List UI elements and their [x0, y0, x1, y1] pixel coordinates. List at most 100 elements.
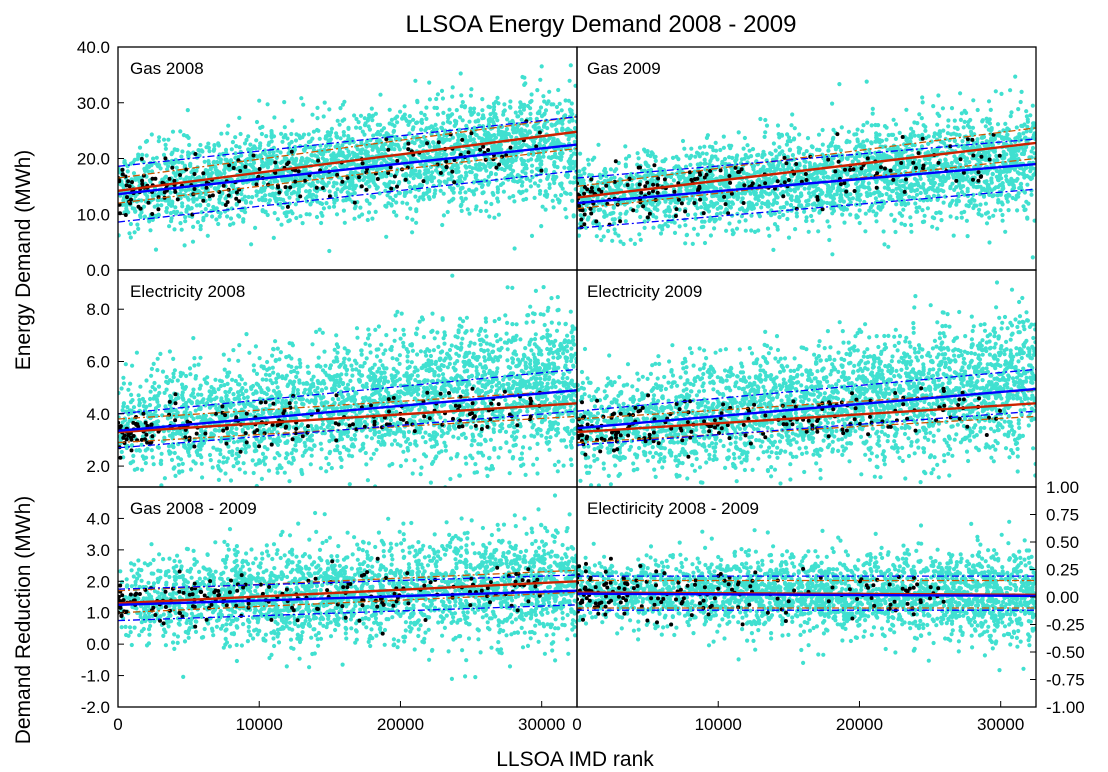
- cloud-point: [863, 211, 868, 216]
- sample-point: [225, 200, 230, 205]
- sample-point: [288, 185, 293, 190]
- sample-point: [460, 137, 465, 142]
- cloud-point: [164, 209, 169, 214]
- cloud-point: [239, 191, 244, 197]
- cloud-point: [856, 159, 861, 164]
- cloud-point: [191, 196, 196, 201]
- cloud-point: [502, 102, 507, 107]
- cloud-point: [571, 151, 576, 156]
- cloud-point: [219, 131, 224, 136]
- cloud-point: [682, 146, 687, 151]
- cloud-point: [155, 203, 160, 208]
- cloud-point: [132, 230, 137, 235]
- cloud-point: [154, 213, 159, 218]
- sample-point: [172, 178, 177, 183]
- cloud-point: [513, 110, 518, 115]
- cloud-point: [1004, 196, 1009, 201]
- cloud-point: [1020, 123, 1025, 129]
- cloud-point: [941, 128, 946, 133]
- cloud-point: [479, 139, 484, 144]
- cloud-point: [921, 182, 926, 187]
- cloud-point: [904, 107, 909, 112]
- cloud-point: [884, 191, 889, 197]
- cloud-point: [909, 222, 914, 228]
- cloud-point: [542, 99, 547, 104]
- cloud-point: [663, 213, 668, 218]
- cloud-point: [826, 148, 831, 153]
- cloud-point: [290, 118, 295, 123]
- cloud-point: [530, 163, 535, 168]
- cloud-point: [438, 188, 443, 193]
- sample-point: [486, 148, 491, 152]
- sample-point: [444, 159, 449, 164]
- cloud-point: [792, 126, 797, 131]
- cloud-point: [455, 163, 460, 168]
- cloud-point: [413, 194, 418, 199]
- cloud-point: [718, 147, 723, 153]
- sample-point: [452, 180, 457, 185]
- cloud-point: [419, 139, 424, 145]
- cloud-point: [176, 160, 181, 165]
- cloud-point: [359, 139, 364, 144]
- cloud-point: [495, 95, 500, 100]
- scatter-cloud: [118, 63, 577, 254]
- sample-point: [360, 161, 365, 166]
- cloud-point: [296, 133, 302, 138]
- cloud-point: [325, 133, 330, 138]
- cloud-point: [923, 124, 928, 129]
- cloud-point: [559, 108, 564, 113]
- cloud-point: [764, 123, 770, 128]
- cloud-point: [248, 200, 253, 205]
- sample-point: [234, 196, 239, 201]
- cloud-point: [940, 140, 945, 145]
- sample-point: [127, 184, 132, 189]
- cloud-point: [319, 220, 324, 226]
- cloud-point: [528, 116, 533, 121]
- cloud-point: [312, 153, 317, 158]
- cloud-point: [170, 201, 175, 206]
- cloud-point: [168, 190, 173, 195]
- cloud-point: [231, 189, 236, 194]
- cloud-point: [469, 87, 474, 92]
- cloud-point: [294, 215, 299, 221]
- cloud-point: [238, 131, 243, 137]
- cloud-point: [199, 210, 204, 215]
- sample-point: [539, 168, 544, 173]
- cloud-point: [670, 198, 675, 203]
- cloud-point: [606, 228, 611, 234]
- cloud-point: [538, 105, 544, 110]
- cloud-point: [502, 108, 507, 113]
- cloud-point: [1028, 113, 1033, 118]
- cloud-point: [161, 152, 167, 157]
- cloud-point: [142, 214, 147, 219]
- cloud-point: [310, 112, 315, 117]
- cloud-point: [303, 159, 308, 164]
- cloud-point: [526, 152, 531, 157]
- cloud-point: [780, 163, 786, 168]
- cloud-point: [962, 192, 967, 197]
- cloud-point: [554, 104, 560, 110]
- cloud-point: [246, 134, 251, 139]
- cloud-point: [163, 161, 168, 166]
- cloud-point: [1029, 149, 1034, 154]
- cloud-point: [142, 166, 147, 171]
- cloud-point: [763, 130, 768, 135]
- cloud-point: [710, 145, 715, 150]
- cloud-point: [637, 232, 642, 237]
- cloud-point: [393, 116, 398, 121]
- cloud-point: [483, 200, 489, 205]
- cloud-point: [667, 208, 673, 213]
- cloud-point: [518, 105, 523, 110]
- cloud-point: [802, 164, 807, 169]
- cloud-point: [374, 167, 380, 172]
- sample-point: [129, 197, 133, 202]
- cloud-point: [458, 190, 463, 195]
- sample-point: [406, 147, 411, 152]
- cloud-point: [563, 98, 568, 103]
- cloud-point: [435, 112, 440, 117]
- cloud-point: [881, 229, 886, 234]
- cloud-point: [278, 150, 283, 155]
- cloud-point: [407, 131, 412, 136]
- cloud-point: [541, 94, 546, 99]
